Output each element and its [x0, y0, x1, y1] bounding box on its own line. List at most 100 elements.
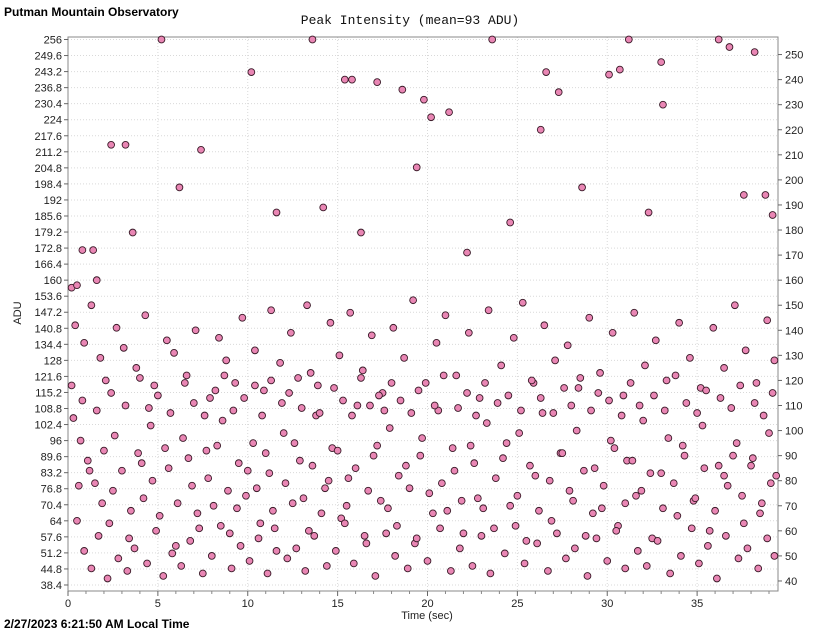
- data-point: [714, 35, 723, 44]
- data-point: [139, 494, 148, 503]
- data-point: [294, 374, 302, 382]
- data-point: [364, 486, 373, 495]
- data-point: [125, 534, 133, 543]
- data-point: [675, 318, 683, 327]
- data-point: [545, 476, 554, 485]
- data-point: [87, 564, 96, 573]
- data-point: [74, 481, 83, 490]
- y-left-tick-label: 211.2: [35, 147, 62, 159]
- data-point: [484, 306, 493, 315]
- x-tick-label: 35: [691, 598, 703, 610]
- data-point: [475, 394, 484, 402]
- y-left-tick-label: 70.4: [41, 500, 62, 512]
- data-point: [463, 248, 471, 257]
- data-point: [590, 464, 599, 473]
- x-tick-label: 10: [242, 598, 254, 610]
- data-point: [727, 404, 736, 412]
- data-point: [247, 68, 256, 76]
- data-point: [642, 562, 651, 570]
- data-point: [278, 399, 286, 407]
- data-point: [292, 544, 301, 553]
- data-point: [130, 544, 139, 553]
- data-point: [161, 444, 169, 452]
- data-point: [168, 549, 177, 558]
- data-point: [272, 547, 281, 555]
- data-point: [443, 506, 452, 515]
- data-point: [653, 537, 662, 545]
- data-point: [687, 524, 696, 533]
- data-point: [127, 506, 135, 515]
- data-point: [677, 552, 685, 560]
- data-point: [662, 376, 671, 385]
- data-point: [441, 311, 450, 320]
- data-point: [145, 404, 153, 412]
- data-point: [463, 389, 471, 397]
- y-left-tick-label: 224: [44, 115, 62, 127]
- y-right-tick-label: 240: [785, 75, 803, 87]
- y-left-tick-label: 64: [50, 516, 62, 528]
- y-left-tick-label: 179.2: [34, 227, 62, 239]
- data-point: [711, 506, 719, 515]
- y-left-tick-label: 166.4: [34, 259, 62, 271]
- data-point: [678, 441, 687, 450]
- data-point: [107, 389, 115, 397]
- data-point: [738, 491, 746, 500]
- data-point: [344, 474, 353, 483]
- y-right-tick-label: 230: [785, 100, 803, 112]
- data-point: [207, 552, 216, 560]
- data-point: [400, 354, 408, 362]
- data-point: [412, 163, 421, 172]
- data-point: [132, 364, 141, 372]
- data-point: [698, 421, 707, 430]
- data-point: [276, 359, 284, 367]
- data-point: [373, 441, 382, 450]
- data-point: [351, 464, 360, 473]
- data-point: [470, 459, 479, 468]
- y-left-tick-label: 134.4: [34, 339, 62, 351]
- data-point: [85, 466, 94, 475]
- data-point: [101, 376, 110, 385]
- y-right-tick-label: 60: [785, 526, 797, 538]
- data-point: [267, 376, 275, 385]
- data-point: [143, 559, 151, 568]
- y-right-tick-label: 120: [785, 375, 803, 387]
- data-point: [736, 381, 745, 390]
- data-point: [427, 113, 435, 122]
- data-point: [317, 509, 326, 518]
- data-point: [105, 519, 114, 528]
- data-point: [279, 429, 288, 437]
- data-point: [393, 521, 401, 530]
- data-point: [76, 436, 85, 445]
- data-point: [551, 356, 559, 365]
- y-right-tick-label: 40: [785, 576, 797, 588]
- data-point: [549, 409, 558, 417]
- data-point: [562, 554, 570, 563]
- data-point: [296, 456, 304, 465]
- data-point: [71, 321, 80, 330]
- data-point: [136, 374, 144, 382]
- data-point: [768, 211, 777, 219]
- data-point: [231, 379, 240, 387]
- data-point: [242, 491, 250, 500]
- data-point: [756, 509, 764, 518]
- y-right-tick-label: 250: [785, 50, 803, 62]
- y-right-tick-label: 100: [785, 426, 803, 438]
- data-point: [520, 559, 529, 568]
- data-point: [734, 554, 743, 563]
- data-point: [500, 549, 509, 558]
- data-point: [288, 499, 297, 508]
- data-point: [651, 336, 660, 345]
- data-point: [589, 509, 597, 518]
- data-point: [657, 58, 666, 66]
- data-point: [488, 35, 497, 44]
- data-point: [592, 534, 601, 543]
- data-point: [612, 526, 621, 535]
- data-point: [265, 469, 274, 478]
- data-point: [666, 569, 675, 578]
- data-point: [605, 396, 613, 405]
- data-point: [479, 504, 488, 513]
- data-point: [87, 301, 96, 310]
- y-left-tick-label: 160: [44, 275, 62, 287]
- plot-frame: [67, 36, 779, 592]
- x-tick-label: 30: [601, 598, 613, 610]
